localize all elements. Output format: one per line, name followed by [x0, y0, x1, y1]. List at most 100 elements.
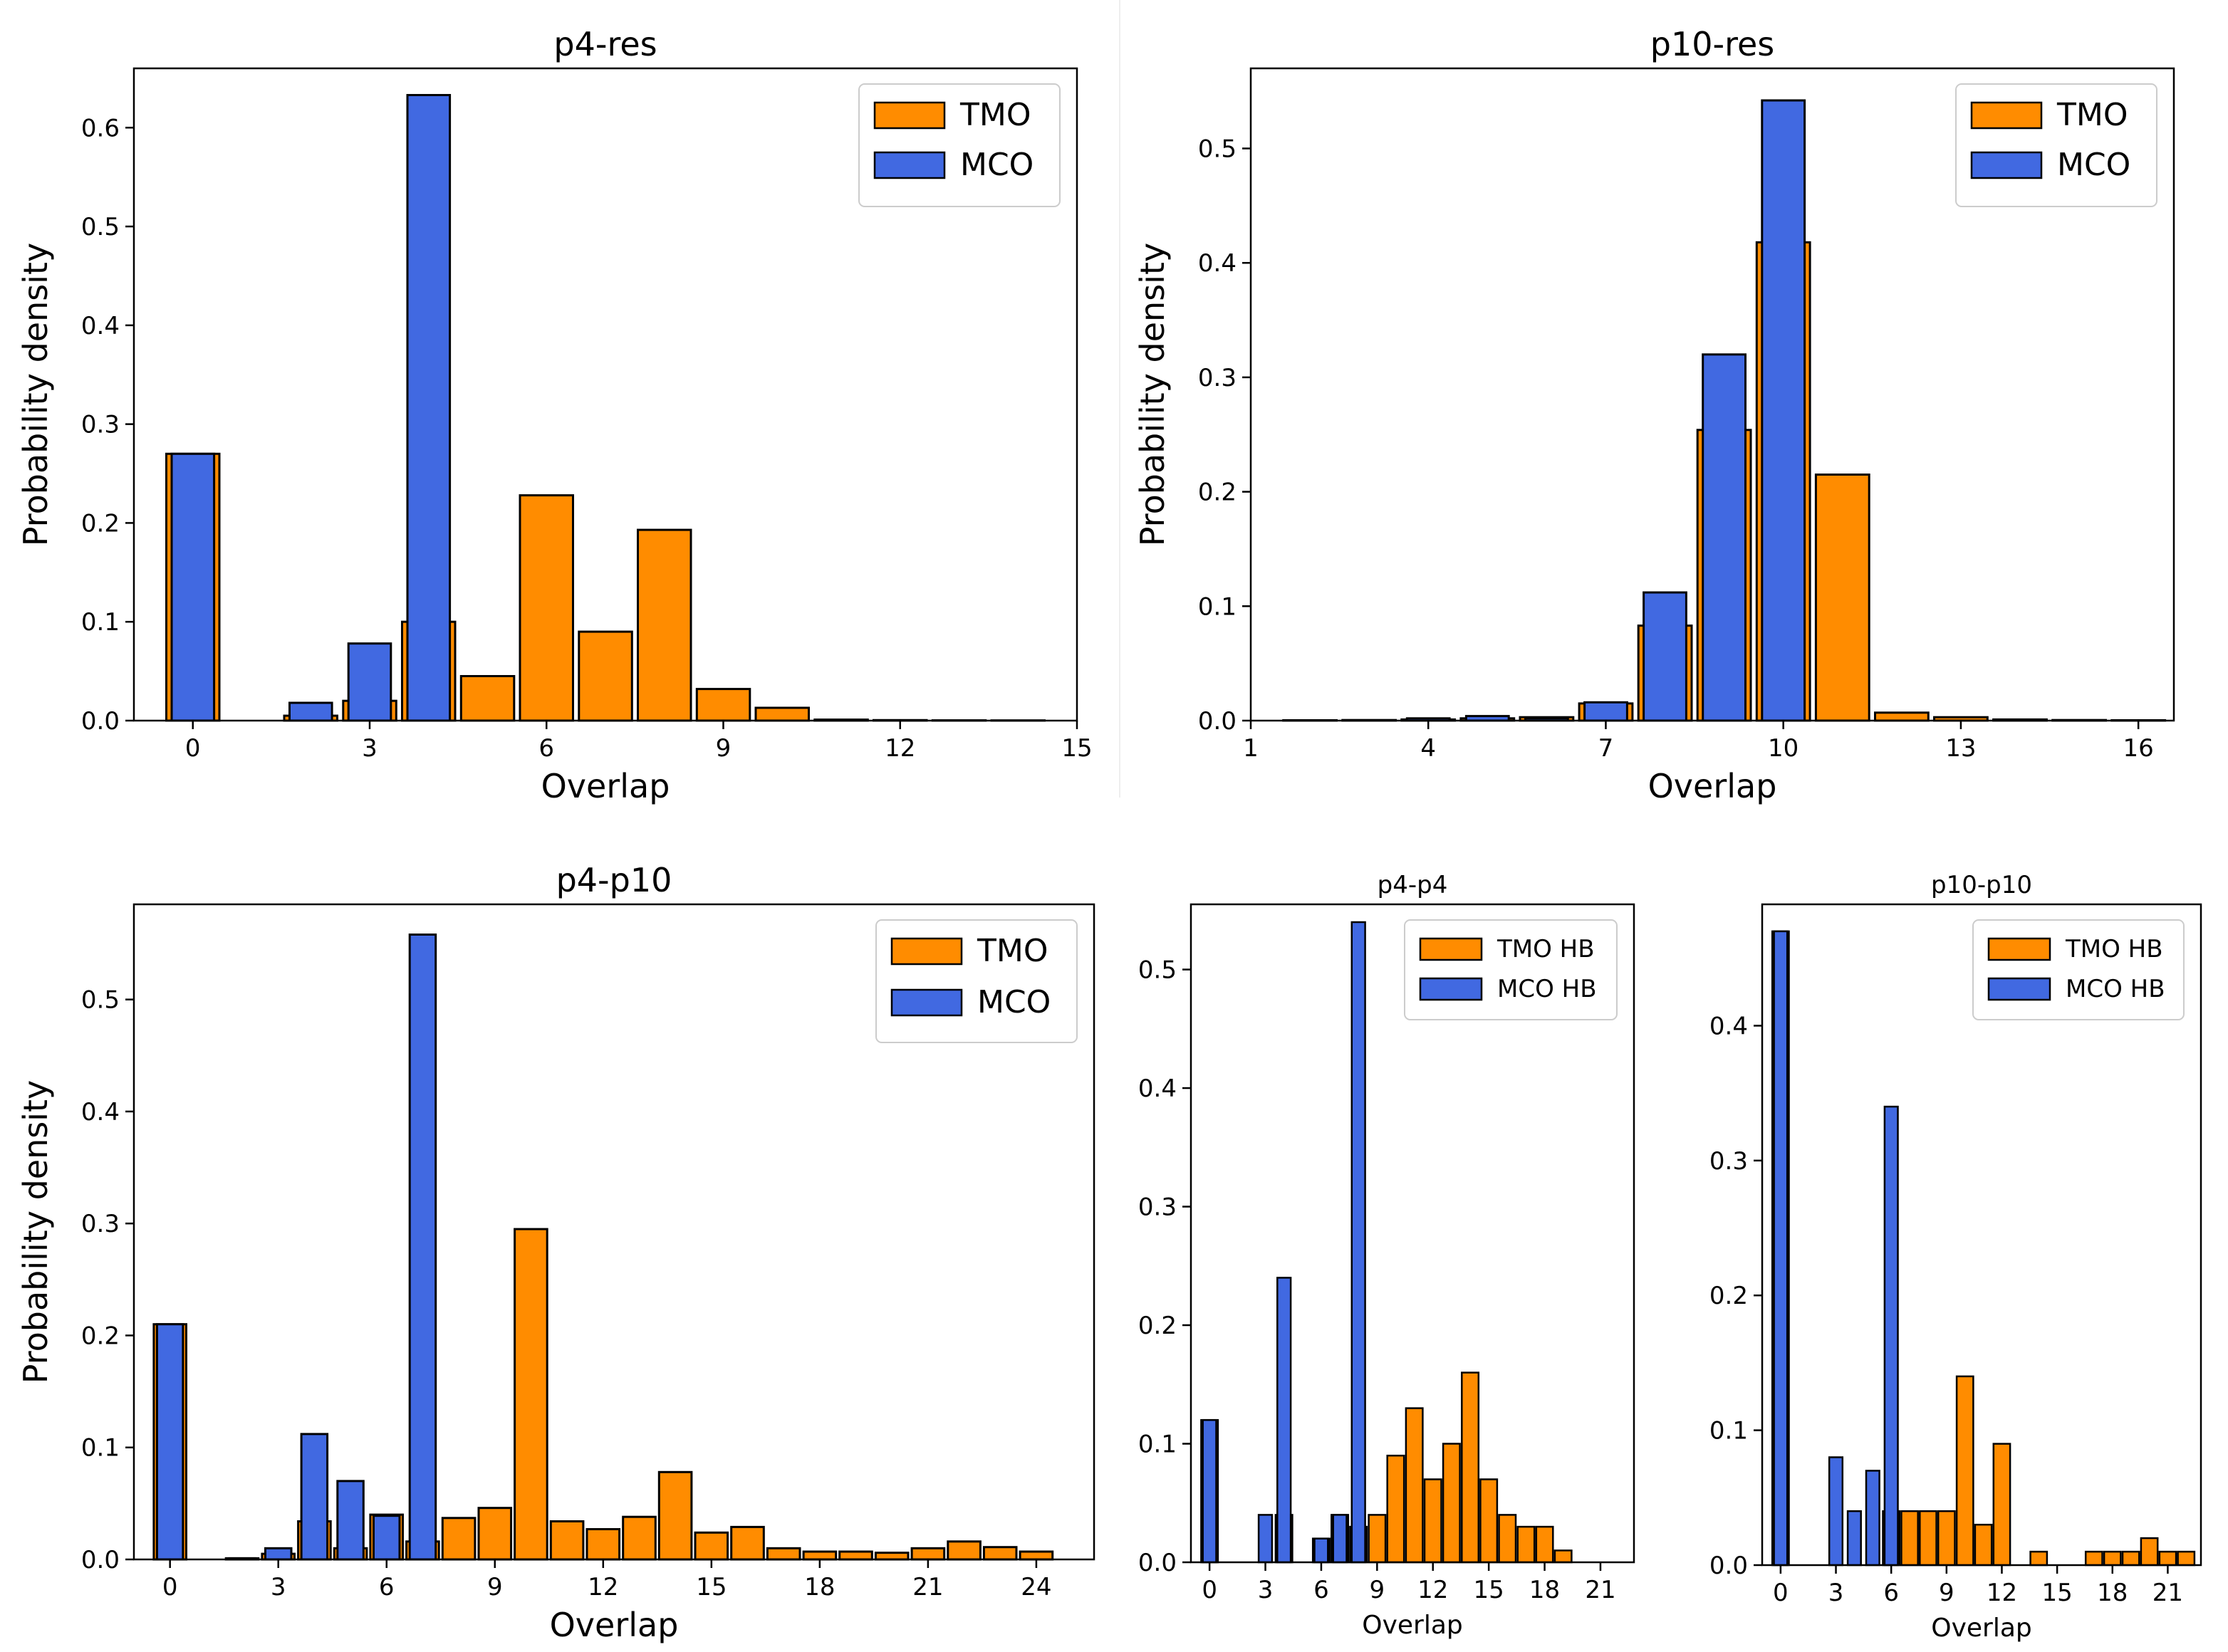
y-tick-label: 0.3 [81, 1210, 120, 1238]
y-tick-label: 0.5 [1198, 135, 1237, 163]
legend-label: MCO HB [1497, 975, 1597, 1003]
bar-p4-p4-mco-hb-7 [1332, 1514, 1348, 1564]
y-tick-label: 0.2 [1198, 479, 1237, 507]
bar-p4-p4-tmo-hb-14 [1461, 1371, 1480, 1564]
x-tick-label: 9 [1939, 1579, 1954, 1607]
bar-p4-p10-tmo-14 [657, 1470, 693, 1561]
bar-p4-p10-tmo-20 [874, 1552, 910, 1561]
y-tick-label: 0.2 [81, 1322, 120, 1350]
bar-p4-p4-mco-hb-0 [1202, 1418, 1217, 1564]
bar-p10-p10-tmo-hb-18 [2103, 1550, 2122, 1567]
y-tick-label: 0.5 [81, 213, 120, 241]
bar-p4-p10-tmo-19 [838, 1550, 873, 1561]
x-tick-label: 3 [1258, 1576, 1274, 1604]
axes-frame-p10-p10 [1761, 903, 2202, 1567]
bars-p4-res [165, 94, 1046, 722]
bar-p4-p4-mco-hb-3 [1257, 1514, 1274, 1564]
y-tick-label: 0.0 [81, 707, 120, 736]
bar-p4-p10-tmo-18 [802, 1550, 838, 1561]
legend-swatch-tmo-hb [1987, 937, 2051, 961]
y-tick-label: 0.5 [81, 986, 120, 1015]
bar-p10-p10-mco-hb-4 [1846, 1510, 1862, 1567]
y-tick-label: 0.2 [1138, 1312, 1177, 1340]
axes-frame-p4-res [132, 67, 1078, 722]
y-tick-label: 0.2 [1709, 1282, 1748, 1310]
bar-p4-p10-mco-3 [264, 1547, 293, 1561]
legend-swatch-tmo [890, 937, 963, 966]
bar-p4-p10-tmo-23 [982, 1546, 1018, 1561]
y-tick-label: 0.4 [81, 1098, 120, 1126]
x-tick-label: 18 [1529, 1576, 1560, 1604]
x-tick-label: 9 [1370, 1576, 1385, 1604]
y-tick-label: 0.0 [81, 1546, 120, 1574]
chart-title: p4-res [553, 25, 657, 63]
x-tick-label: 18 [804, 1573, 835, 1601]
bar-p10-p10-tmo-hb-22 [2177, 1550, 2196, 1567]
x-tick-label: 1 [1243, 734, 1259, 763]
axes-frame-p4-p10 [132, 903, 1095, 1561]
bar-p10-p10-tmo-hb-20 [2140, 1537, 2159, 1567]
y-tick-label: 0.3 [1198, 364, 1237, 392]
x-tick-label: 12 [588, 1573, 618, 1601]
y-tick-label: 0.4 [1198, 249, 1237, 278]
x-tick-label: 0 [185, 734, 201, 763]
x-tick-label: 21 [2152, 1579, 2183, 1607]
legend-p10-p10: TMO HB MCO HB [1972, 919, 2185, 1020]
bar-p4-p4-mco-hb-6 [1313, 1537, 1329, 1564]
bar-p4-res-tmo-9 [695, 688, 751, 722]
bar-p4-p4-tmo-hb-17 [1516, 1525, 1536, 1564]
y-tick-label: 0.0 [1198, 707, 1237, 736]
x-tick-label: 3 [271, 1573, 286, 1601]
x-tick-label: 21 [1585, 1576, 1615, 1604]
bar-p10-p10-tmo-hb-17 [2084, 1550, 2103, 1567]
bar-p4-res-tmo-10 [754, 706, 810, 722]
chart-p10-p10: 0 3 6 9 12 15 18 21 0.0 0.1 0.2 0.3 0.4 p10-p10 Overla… [1709, 871, 2202, 1643]
bar-p10-p10-tmo-hb-7 [1900, 1510, 1919, 1567]
bar-p10-p10-tmo-hb-19 [2121, 1550, 2140, 1567]
legend-label: TMO [977, 933, 1048, 969]
legend-p4-res: TMO MCO [858, 83, 1061, 207]
bar-p4-p10-tmo-21 [910, 1547, 946, 1561]
bar-p10-p10-tmo-hb-9 [1937, 1510, 1956, 1567]
x-tick-label: 12 [1987, 1579, 2017, 1607]
y-tick-label: 0.1 [81, 608, 120, 637]
chart-p10-res: 1 4 7 10 13 16 0.0 0.1 0.2 0.3 0.4 0.5 p10-res Overla… [1133, 25, 2175, 805]
x-tick-label: 0 [162, 1573, 178, 1601]
x-tick-label: 3 [362, 734, 378, 763]
y-tick-label: 0.5 [1138, 956, 1177, 985]
bars-p10-res [1282, 99, 2167, 722]
y-tick-label: 0.4 [1138, 1075, 1177, 1103]
legend-swatch-tmo [1970, 101, 2043, 130]
bar-p4-res-tmo-6 [519, 494, 574, 722]
legend-swatch-tmo [873, 101, 946, 130]
legend-swatch-tmo-hb [1419, 937, 1483, 961]
bar-p10-p10-tmo-hb-8 [1919, 1510, 1937, 1567]
bar-p10-p10-mco-hb-6 [1883, 1105, 1899, 1567]
y-tick-label: 0.3 [1709, 1147, 1748, 1176]
y-tick-label: 0.2 [81, 509, 120, 538]
bar-p10-res-tmo-11 [1814, 474, 1870, 722]
bar-p4-p4-tmo-hb-16 [1498, 1514, 1517, 1564]
x-tick-label: 15 [2041, 1579, 2072, 1607]
x-tick-label: 15 [696, 1573, 727, 1601]
legend-swatch-mco [873, 151, 946, 179]
y-tick-label: 0.0 [1709, 1552, 1748, 1580]
x-axis-label: Overlap [1931, 1614, 2032, 1643]
bars-p4-p4 [1200, 921, 1573, 1564]
bar-p4-p10-tmo-9 [477, 1507, 513, 1561]
chart-title: p10-p10 [1931, 871, 2032, 899]
x-tick-label: 16 [2123, 734, 2154, 763]
legend-p4-p10: TMO MCO [875, 919, 1078, 1043]
bar-p4-p10-tmo-24 [1019, 1550, 1054, 1561]
bar-p4-p10-mco-6 [373, 1515, 401, 1561]
y-axis-label: Probability density [1133, 243, 1172, 546]
bar-p4-res-mco-2 [288, 701, 333, 722]
bar-p4-p10-tmo-10 [514, 1228, 548, 1561]
x-axis-label: Overlap [1648, 767, 1777, 805]
bar-p4-p10-mco-4 [300, 1433, 329, 1561]
x-tick-label: 7 [1598, 734, 1614, 763]
x-tick-label: 6 [1883, 1579, 1899, 1607]
bar-p4-p10-tmo-13 [622, 1515, 657, 1561]
bar-p4-p4-tmo-hb-13 [1442, 1443, 1461, 1564]
